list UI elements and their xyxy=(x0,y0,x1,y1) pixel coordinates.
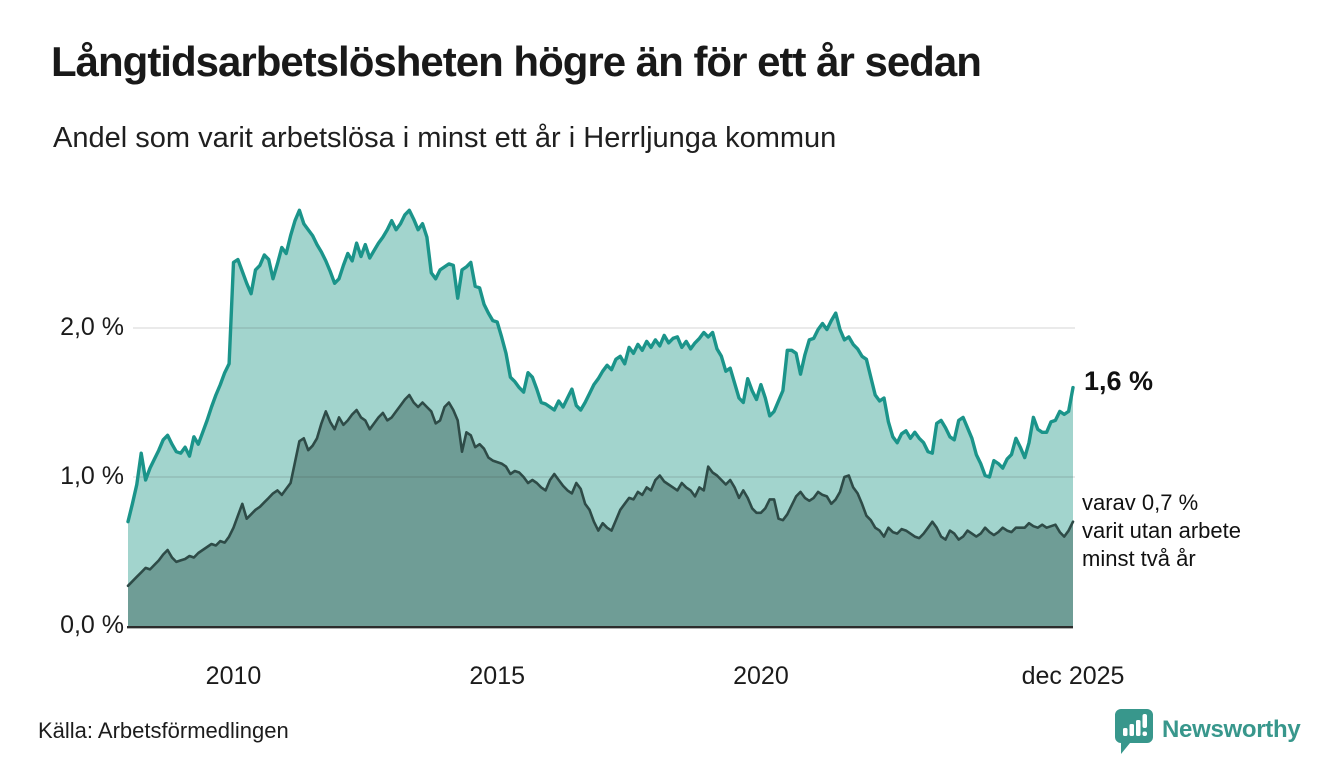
secondary-label-line-2: varit utan arbete xyxy=(1082,518,1241,543)
x-tick-2020: 2020 xyxy=(733,662,789,690)
x-tick-2010: 2010 xyxy=(205,662,262,690)
source-credit: Källa: Arbetsförmedlingen xyxy=(38,718,289,743)
series-secondary-label: varav 0,7 % varit utan arbete minst två … xyxy=(1082,489,1241,573)
y-axis-label-1: 1,0 % xyxy=(60,462,124,490)
newsworthy-logo-icon xyxy=(1115,709,1153,754)
x-tick-dec-2025: dec 2025 xyxy=(1021,662,1125,690)
y-axis-label-0: 0,0 % xyxy=(60,611,124,639)
page-title: Långtidsarbetslösheten högre än för ett … xyxy=(51,38,982,85)
secondary-label-line-3: minst två år xyxy=(1082,546,1196,571)
page-subtitle: Andel som varit arbetslösa i minst ett å… xyxy=(53,122,837,154)
y-axis-label-2: 2,0 % xyxy=(60,313,124,341)
x-tick-2015: 2015 xyxy=(469,662,526,690)
secondary-label-line-1: varav 0,7 % xyxy=(1082,490,1199,515)
series-end-value-label: 1,6 % xyxy=(1084,366,1154,396)
brand-name: Newsworthy xyxy=(1162,716,1301,743)
brand-logo: Newsworthy xyxy=(1114,708,1301,756)
